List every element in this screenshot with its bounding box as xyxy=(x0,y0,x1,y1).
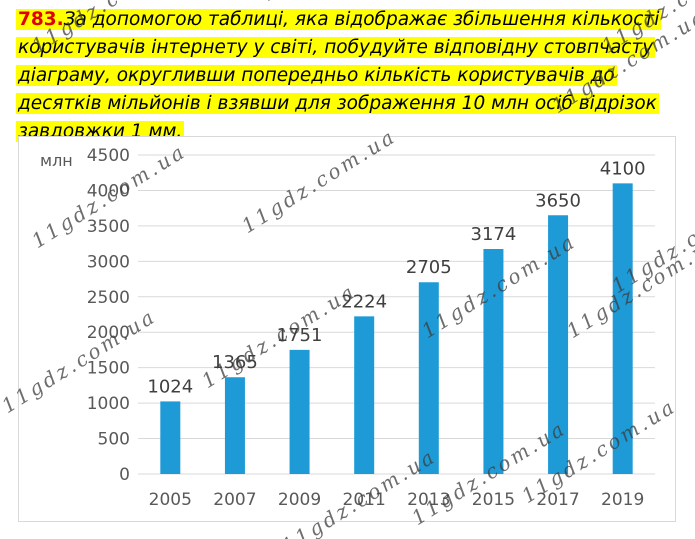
bar xyxy=(612,183,633,474)
x-tick-label: 2019 xyxy=(601,490,644,510)
y-tick-label: 3500 xyxy=(87,217,130,237)
y-tick-label: 2500 xyxy=(87,288,130,308)
x-tick-label: 2011 xyxy=(343,490,386,510)
x-tick-label: 2009 xyxy=(278,490,321,510)
y-tick-label: 500 xyxy=(98,430,130,450)
data-label: 1024 xyxy=(147,376,193,397)
x-tick-label: 2017 xyxy=(536,490,579,510)
x-tick-label: 2005 xyxy=(149,490,192,510)
y-tick-label: 0 xyxy=(119,465,130,485)
bar xyxy=(354,316,375,474)
task-number: 783. xyxy=(18,9,64,30)
bar xyxy=(548,215,569,474)
data-label: 2224 xyxy=(341,291,387,312)
y-tick-label: 1000 xyxy=(87,394,130,414)
data-label: 2705 xyxy=(406,257,452,278)
x-tick-label: 2015 xyxy=(472,490,515,510)
y-tick-label: 3000 xyxy=(87,252,130,272)
bar xyxy=(160,401,181,474)
data-label: 1751 xyxy=(277,325,323,346)
y-tick-label: 4500 xyxy=(87,146,130,166)
data-label: 1365 xyxy=(212,352,258,373)
y-tick-label: 4000 xyxy=(87,181,130,201)
bar xyxy=(289,349,310,474)
y-tick-label: 1500 xyxy=(87,359,130,379)
bar xyxy=(483,248,504,474)
data-label: 3650 xyxy=(535,190,581,211)
data-label: 3174 xyxy=(471,224,517,245)
bar xyxy=(418,282,439,474)
y-axis-label: млн xyxy=(40,151,73,170)
x-tick-label: 2013 xyxy=(407,490,450,510)
x-tick-label: 2007 xyxy=(213,490,256,510)
bar xyxy=(224,377,245,474)
y-tick-label: 2000 xyxy=(87,323,130,343)
data-label: 4100 xyxy=(600,158,646,179)
